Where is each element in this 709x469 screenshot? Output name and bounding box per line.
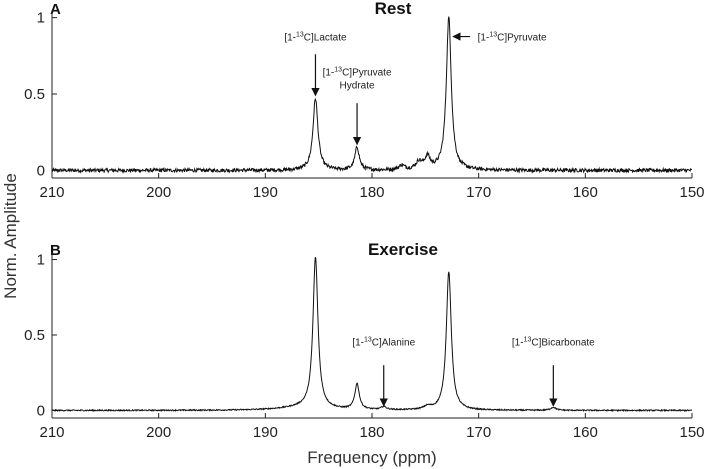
annotation-label-line: [1-13C]Lactate (284, 32, 347, 44)
x-tick-label: 150 (679, 184, 704, 201)
panel-exercise: B Exercise 210 200 190 180 170 160 150 0 0.5 1 [1-13… (24, 240, 704, 441)
panel-title: Exercise (368, 240, 438, 259)
peak-annotation: [1-13C]Bicarbonate (512, 337, 595, 407)
peak-annotation: [1-13C]Pyruvate Hydrate (323, 67, 392, 146)
x-tick-label: 200 (146, 424, 171, 441)
x-tick-label: 190 (253, 424, 278, 441)
x-tick-label: 150 (679, 424, 704, 441)
y-tick-label: 1 (37, 10, 45, 27)
x-tick-label: 200 (146, 184, 171, 201)
peak-annotation: [1-13C]Alanine (352, 337, 416, 407)
x-tick-label: 190 (253, 184, 278, 201)
x-axis-title: Frequency (ppm) (307, 448, 436, 467)
y-axis-title: Norm. Amplitude (1, 173, 20, 299)
annotation-label-line: [1-13C]Bicarbonate (512, 337, 595, 349)
x-tick-label: 180 (359, 424, 384, 441)
x-tick-label: 160 (573, 184, 598, 201)
spectrum-line (51, 16, 693, 174)
peak-annotation: [1-13C]Lactate (284, 32, 347, 97)
y-tick-label: 0 (37, 162, 45, 179)
peak-annotation: [1-13C]Pyruvate (452, 32, 547, 44)
x-tick-label: 210 (39, 184, 64, 201)
annotation-label-line: Hydrate (340, 81, 375, 92)
panel-letter: A (50, 1, 61, 18)
y-tick-label: 0 (37, 402, 45, 419)
spectrum-line (51, 256, 693, 413)
panel-letter: B (50, 242, 61, 259)
x-tick-label: 160 (573, 424, 598, 441)
annotation-label-line: [1-13C]Pyruvate (478, 32, 547, 44)
x-tick-label: 170 (466, 184, 491, 201)
panel-title: Rest (375, 0, 412, 18)
panel-rest: A Rest 210 200 190 180 170 160 150 0 0.5 1 [1-13C]La… (24, 0, 704, 201)
y-tick-label: 1 (37, 252, 45, 269)
x-tick-label: 210 (39, 424, 64, 441)
x-tick-label: 180 (359, 184, 384, 201)
y-tick-label: 0.5 (24, 86, 45, 103)
x-tick-label: 170 (466, 424, 491, 441)
annotation-label-line: [1-13C]Pyruvate (323, 67, 392, 79)
y-tick-label: 0.5 (24, 327, 45, 344)
annotation-label-line: [1-13C]Alanine (352, 337, 415, 349)
